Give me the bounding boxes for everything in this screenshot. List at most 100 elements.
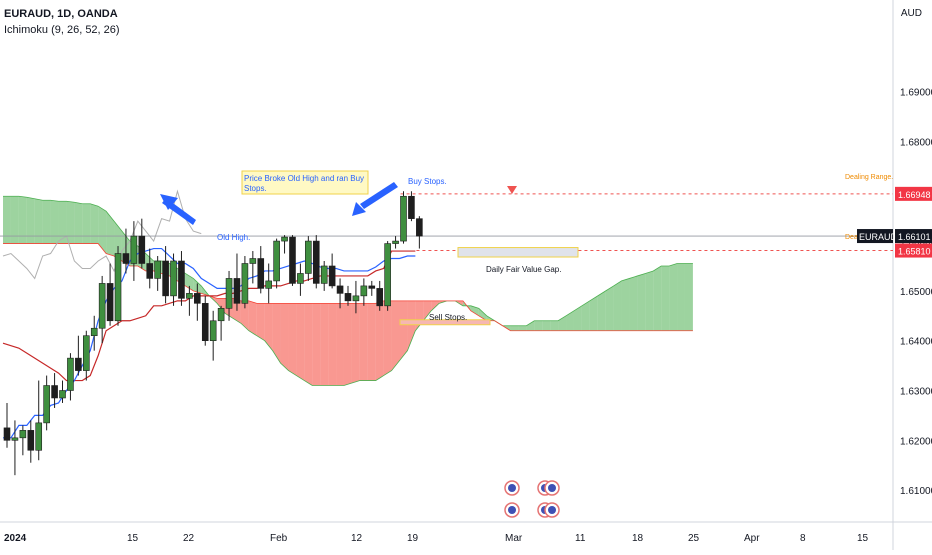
dealing-range-marker bbox=[507, 186, 517, 194]
event-icon-inner bbox=[548, 484, 556, 492]
current-price-tag bbox=[895, 229, 932, 244]
current-symbol-label: EURAUD bbox=[859, 232, 898, 242]
indicator-label[interactable]: Ichimoku (9, 26, 52, 26) bbox=[4, 24, 120, 36]
candle-body bbox=[344, 293, 352, 302]
bullish-cloud-segment bbox=[26, 197, 35, 244]
range-low-price-label: 1.65810 bbox=[898, 247, 931, 257]
candle-body bbox=[289, 236, 296, 284]
candle-body bbox=[384, 243, 391, 307]
bearish-cloud-segment bbox=[264, 303, 273, 351]
candle-body bbox=[392, 240, 399, 244]
time-tick-label: 15 bbox=[857, 533, 869, 544]
time-tick-label: 22 bbox=[183, 533, 195, 544]
bearish-cloud-segment bbox=[256, 303, 265, 341]
bearish-cloud-segment bbox=[383, 300, 392, 376]
bullish-cloud-segment bbox=[18, 196, 27, 244]
time-tick-label: Apr bbox=[744, 533, 760, 544]
bullish-cloud-segment bbox=[661, 265, 670, 331]
candle-body bbox=[186, 293, 193, 299]
price-tick-label: 1.61000 bbox=[900, 486, 932, 497]
bearish-cloud-segment bbox=[248, 300, 257, 336]
bullish-cloud-segment bbox=[669, 263, 678, 331]
symbol-title[interactable]: EURAUD, 1D, OANDA bbox=[4, 8, 118, 20]
candle-body bbox=[178, 260, 185, 299]
bearish-cloud-segment bbox=[296, 303, 305, 381]
candle-body bbox=[170, 260, 177, 297]
candle-body bbox=[146, 263, 154, 279]
candle-body bbox=[265, 280, 272, 289]
current-price-label: 1.66101 bbox=[898, 232, 931, 242]
bullish-cloud-segment bbox=[605, 285, 614, 331]
time-tick-label: 15 bbox=[127, 533, 139, 544]
time-tick-label: 19 bbox=[407, 533, 419, 544]
annotation-price-broke-2: Stops. bbox=[244, 184, 267, 193]
time-tick-label: 12 bbox=[351, 533, 363, 544]
bullish-cloud-segment bbox=[114, 221, 122, 261]
candle-body bbox=[297, 273, 304, 284]
time-tick-label: 8 bbox=[800, 533, 806, 544]
bullish-cloud-segment bbox=[74, 202, 83, 244]
price-tick-label: 1.69000 bbox=[900, 88, 932, 99]
price-tick-label: 1.65000 bbox=[900, 287, 932, 298]
candle-body bbox=[43, 385, 50, 424]
bearish-cloud-segment bbox=[272, 303, 281, 364]
candle-body bbox=[67, 357, 74, 391]
time-tick-label: Feb bbox=[270, 533, 288, 544]
candle-body bbox=[305, 240, 312, 274]
bullish-cloud-segment bbox=[3, 196, 11, 244]
bearish-cloud-segment bbox=[407, 300, 416, 351]
bullish-cloud-segment bbox=[534, 320, 543, 331]
candle-body bbox=[249, 258, 257, 264]
annotation-price-broke: Price Broke Old High and ran Buy bbox=[244, 174, 364, 183]
annotation-box bbox=[241, 170, 369, 195]
candle-body bbox=[75, 357, 82, 371]
bullish-cloud-segment bbox=[653, 265, 662, 331]
bullish-cloud-segment bbox=[510, 325, 519, 331]
bearish-cloud-segment bbox=[375, 300, 384, 381]
candle-body bbox=[241, 263, 249, 304]
bearish-cloud-segment bbox=[280, 303, 289, 371]
candle-body bbox=[35, 422, 43, 451]
arrow-buy-stops-shaft bbox=[360, 182, 398, 209]
candle-body bbox=[320, 265, 328, 284]
price-tick-label: 1.68000 bbox=[900, 137, 932, 148]
lagging-span-line bbox=[2, 189, 202, 280]
bullish-cloud-segment bbox=[597, 290, 606, 331]
candle-body bbox=[130, 235, 138, 264]
bullish-cloud-segment bbox=[637, 273, 646, 331]
candle-body bbox=[273, 240, 280, 282]
bearish-cloud-segment bbox=[367, 303, 376, 381]
event-icon-inner bbox=[508, 506, 516, 514]
candle-body bbox=[83, 335, 90, 371]
candle-body bbox=[19, 430, 27, 439]
sell-stops-box bbox=[399, 319, 491, 326]
range-high-price-label: 1.66948 bbox=[898, 190, 931, 200]
range-low-price-tag bbox=[895, 243, 932, 258]
candle-body bbox=[360, 285, 368, 297]
bullish-cloud-segment bbox=[90, 203, 99, 244]
bullish-cloud-segment bbox=[684, 263, 693, 331]
time-tick-label: 25 bbox=[688, 533, 700, 544]
bullish-cloud-segment bbox=[66, 201, 75, 244]
time-tick-label: 18 bbox=[632, 533, 644, 544]
price-tick-label: 1.63000 bbox=[900, 387, 932, 398]
leading-span-a-line bbox=[3, 195, 693, 386]
arrow-old-high-head bbox=[160, 194, 178, 210]
currency-label[interactable]: AUD bbox=[900, 8, 922, 19]
candle-body bbox=[154, 260, 161, 279]
bullish-cloud-segment bbox=[629, 275, 638, 331]
bullish-cloud-segment bbox=[98, 206, 107, 254]
candle-body bbox=[98, 283, 106, 329]
annotation-buy-stops: Buy Stops. bbox=[408, 177, 447, 186]
time-tick-label: 11 bbox=[575, 533, 586, 544]
bearish-cloud-segment bbox=[351, 303, 360, 384]
candle-body bbox=[27, 430, 35, 451]
bearish-cloud-segment bbox=[336, 303, 344, 386]
bearish-cloud-segment bbox=[288, 303, 297, 376]
candle-body bbox=[114, 253, 122, 322]
bearish-cloud-segment bbox=[423, 300, 432, 321]
candle-body bbox=[225, 278, 233, 309]
bullish-cloud-segment bbox=[34, 198, 43, 244]
